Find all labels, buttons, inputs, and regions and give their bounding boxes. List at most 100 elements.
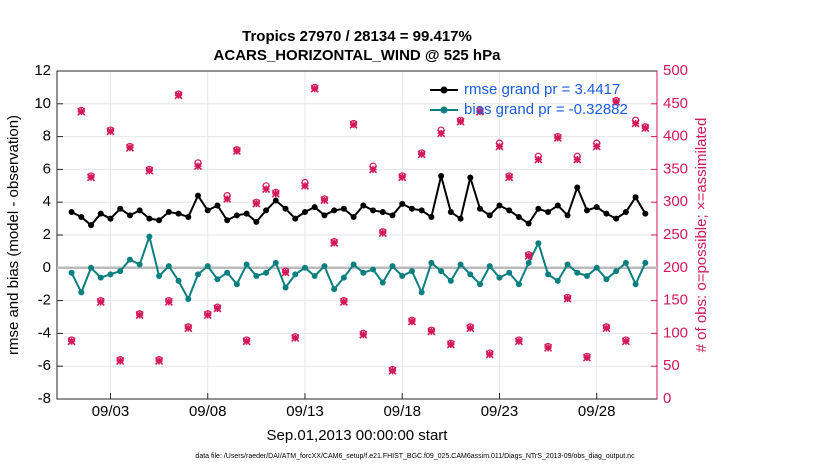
series-point — [564, 212, 571, 219]
assimilated-point — [378, 228, 387, 238]
x-axis-label: Sep.01,2013 00:00:00 start — [267, 427, 449, 444]
y-tick-label: 8 — [43, 128, 51, 145]
series-point — [506, 269, 513, 276]
series-point — [301, 264, 308, 271]
assimilated-point — [466, 324, 475, 333]
assimilated-point — [475, 107, 485, 116]
assimilated-point — [544, 343, 553, 352]
assimilated-point — [398, 173, 407, 182]
series-point — [340, 274, 347, 281]
series-point — [535, 240, 542, 247]
series-point — [311, 204, 318, 211]
series-point — [389, 212, 396, 219]
series-point — [282, 284, 289, 291]
y-tick-label: 2 — [43, 226, 51, 243]
series-point — [224, 217, 231, 224]
assimilated-point — [368, 165, 378, 174]
legend-marker — [440, 106, 448, 114]
series-point — [243, 261, 250, 268]
series-point — [97, 210, 104, 217]
series-point — [486, 212, 493, 219]
series-point — [622, 259, 629, 266]
series-point — [156, 273, 163, 279]
y2-tick-label: 200 — [663, 259, 688, 276]
series-point — [340, 205, 347, 212]
assimilated-point — [135, 310, 144, 320]
series-point — [632, 194, 639, 201]
series-point — [292, 271, 299, 278]
assimilated-point — [485, 350, 494, 359]
series-point — [447, 209, 454, 216]
assimilated-point — [563, 294, 572, 303]
series-point — [583, 273, 590, 279]
series-point — [554, 277, 561, 284]
series-point — [185, 213, 192, 220]
assimilated-point — [456, 117, 465, 126]
assimilated-point — [359, 330, 368, 339]
assimilated-point — [602, 324, 611, 333]
assimilated-point — [582, 353, 592, 362]
series-point — [477, 281, 484, 288]
assimilated-point — [495, 142, 504, 151]
assimilated-point — [281, 268, 290, 277]
series-point — [224, 269, 231, 276]
series-point — [360, 202, 367, 209]
series-point — [467, 174, 474, 181]
y2-tick-label: 300 — [663, 193, 688, 210]
series-point — [418, 289, 425, 296]
series-point — [486, 263, 493, 270]
x-tick-label: 09/03 — [92, 403, 130, 420]
series-point — [496, 274, 503, 281]
series-point — [233, 281, 240, 288]
series-point — [457, 261, 464, 268]
series-point — [68, 269, 75, 276]
assimilated-point — [77, 107, 86, 116]
series-point — [350, 261, 357, 268]
series-point — [253, 218, 260, 225]
assimilated-point — [262, 185, 271, 194]
series-point — [88, 264, 95, 271]
y-tick-label: 10 — [34, 95, 51, 112]
series-point — [370, 266, 377, 273]
x-tick-label: 09/28 — [578, 403, 616, 420]
series-point — [117, 268, 124, 275]
series-point — [107, 215, 114, 222]
series-point — [282, 205, 289, 212]
assimilated-point — [223, 194, 232, 203]
series-point — [321, 212, 328, 219]
assimilated-point — [184, 324, 193, 333]
series-point — [389, 263, 396, 270]
series-point — [146, 233, 153, 240]
series-point — [97, 274, 104, 281]
series-point — [603, 276, 610, 283]
series-point — [272, 197, 279, 204]
y2-tick-label: 450 — [663, 95, 688, 112]
series-point — [399, 273, 406, 279]
series-point — [613, 268, 620, 275]
assimilated-point — [193, 162, 203, 171]
series-point — [467, 271, 474, 278]
assimilated-point — [155, 356, 164, 366]
series-point — [272, 259, 279, 266]
assimilated-point — [164, 297, 173, 306]
x-tick-label: 09/23 — [481, 403, 519, 420]
assimilated-point — [407, 317, 417, 326]
series-point — [195, 192, 202, 199]
series-point — [243, 210, 250, 217]
assimilated-point — [125, 143, 134, 152]
series-point — [175, 277, 182, 284]
assimilated-point — [631, 119, 640, 128]
series-point — [535, 205, 542, 212]
series-point — [263, 269, 270, 276]
assimilated-point — [514, 337, 523, 346]
series-point — [545, 209, 552, 216]
series-point — [136, 261, 143, 268]
assimilated-point — [116, 356, 125, 366]
assimilated-point — [330, 238, 339, 247]
y-tick-label: 4 — [43, 193, 51, 210]
series-point — [408, 205, 415, 212]
assimilated-point — [553, 133, 562, 142]
series-point — [447, 277, 454, 284]
